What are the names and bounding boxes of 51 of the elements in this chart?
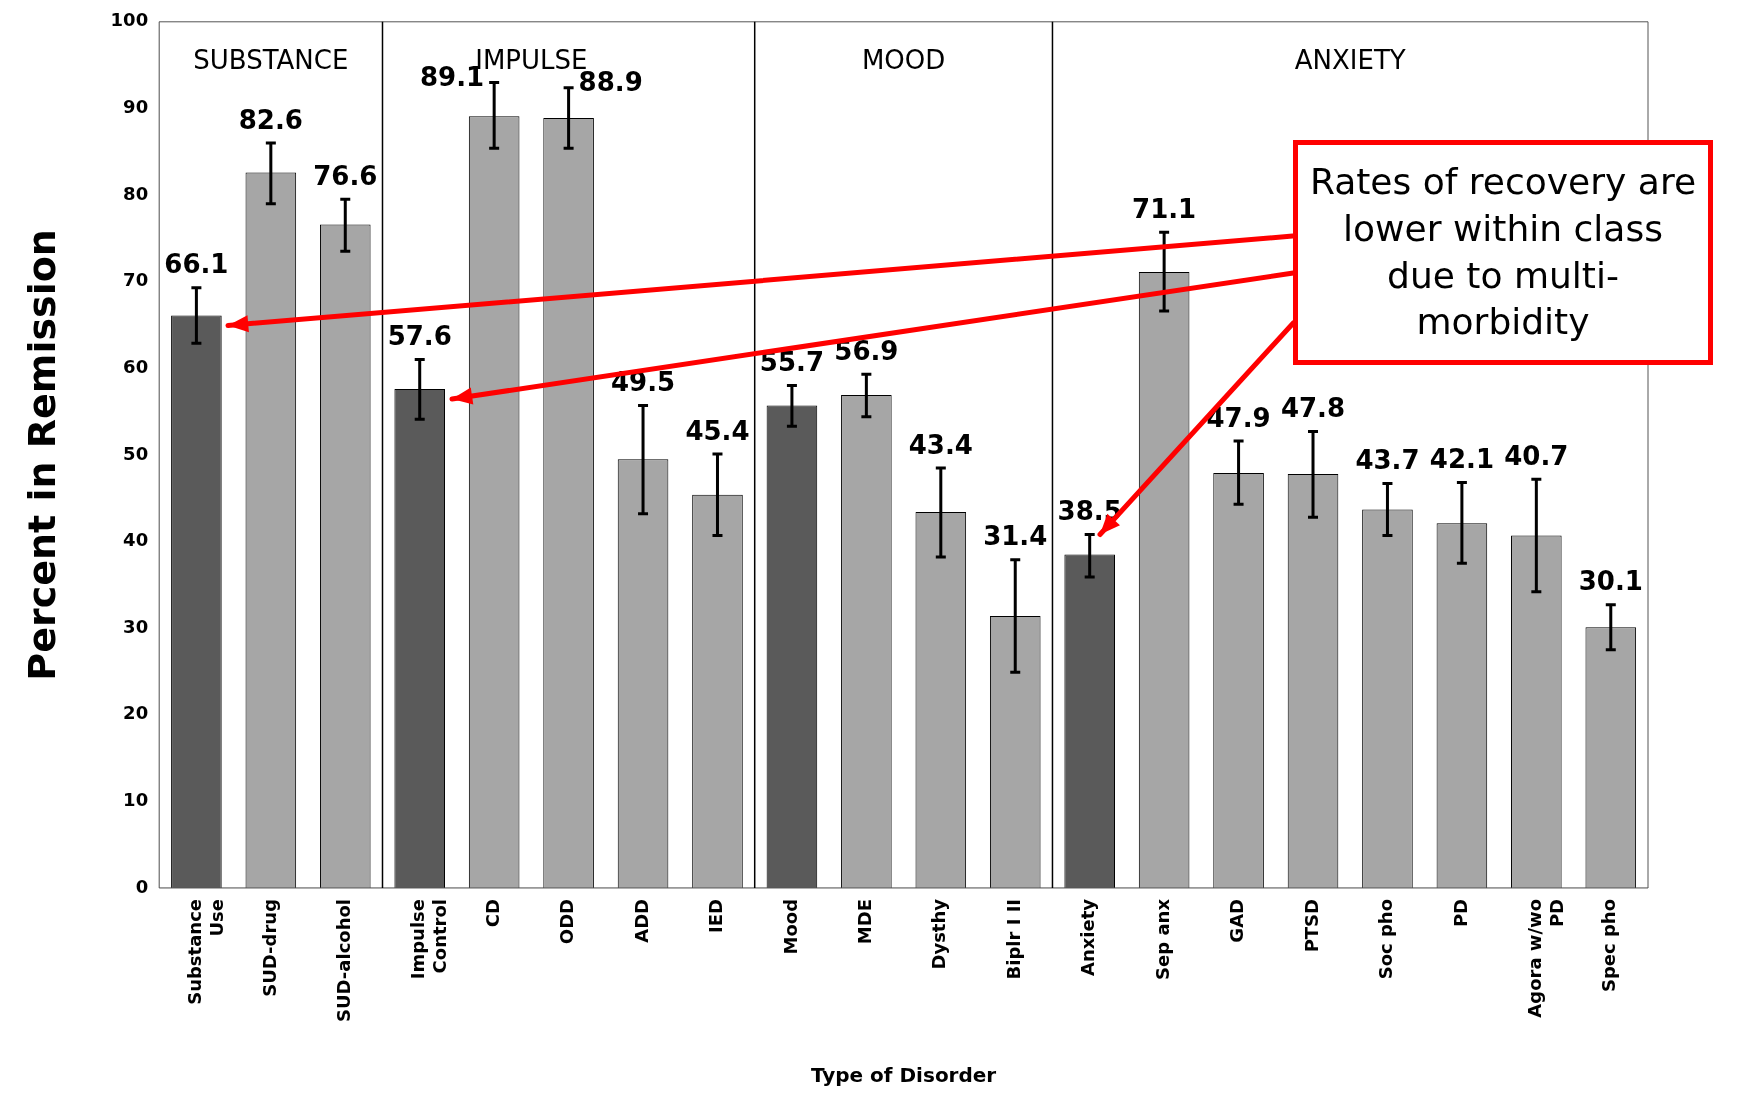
x-tick-label: Anxiety xyxy=(1077,898,1099,977)
x-tick-label: ADD xyxy=(630,898,652,943)
y-tick-label: 50 xyxy=(123,442,149,464)
x-tick-label: PD xyxy=(1449,898,1471,928)
data-label: 40.7 xyxy=(1504,440,1569,471)
annotation: SUBSTANCE xyxy=(193,44,349,75)
data-label: 43.7 xyxy=(1355,445,1420,476)
x-tick-label: Biplr I II xyxy=(1002,898,1024,980)
data-label: 71.1 xyxy=(1132,194,1197,225)
x-tick-label: Agora w/wo PD xyxy=(1524,898,1567,1018)
data-label: 45.4 xyxy=(685,415,750,446)
annotation: ANXIETY xyxy=(1294,44,1406,75)
annotation: Rates of recovery are lower within class due to multi-morbidity xyxy=(1293,140,1713,366)
data-label: 57.6 xyxy=(387,321,452,352)
x-tick-label: CD xyxy=(481,898,503,928)
x-axis-title: Type of Disorder xyxy=(810,1063,997,1088)
y-tick-label: 60 xyxy=(123,355,149,377)
x-tick-label: Soc pho xyxy=(1375,898,1397,980)
data-label: 47.8 xyxy=(1280,393,1346,424)
x-tick-label: ODD xyxy=(556,898,578,945)
data-label: 66.1 xyxy=(164,249,229,280)
data-label: 43.4 xyxy=(908,429,973,460)
x-tick-label: Impulse Control xyxy=(407,898,450,980)
data-label: 47.9 xyxy=(1206,402,1271,433)
x-tick-label: IED xyxy=(705,898,727,933)
data-label: 82.6 xyxy=(238,104,303,135)
y-axis-title: Percent in Remission xyxy=(19,229,64,681)
x-tick-label: Substance Use xyxy=(184,898,227,1005)
x-tick-label: SUD-alcohol xyxy=(332,898,354,1022)
data-label: 76.6 xyxy=(313,161,378,192)
annotation: MOOD xyxy=(861,44,946,75)
y-tick-label: 20 xyxy=(123,702,149,724)
y-tick-label: 80 xyxy=(123,182,149,204)
data-label: 42.1 xyxy=(1429,444,1494,475)
x-tick-label: Dysthy xyxy=(928,898,950,970)
y-tick-label: 40 xyxy=(123,529,149,551)
x-tick-label: MDE xyxy=(854,898,876,945)
data-label: 31.4 xyxy=(983,521,1048,552)
x-tick-label: PTSD xyxy=(1300,898,1322,953)
y-tick-label: 100 xyxy=(110,9,149,31)
y-tick-label: 0 xyxy=(135,875,149,897)
x-tick-label: Sep anx xyxy=(1151,898,1173,980)
x-tick-label: GAD xyxy=(1226,898,1248,943)
y-tick-label: 30 xyxy=(123,615,149,637)
y-tick-label: 70 xyxy=(123,269,149,291)
data-label: 30.1 xyxy=(1578,566,1643,597)
x-tick-label: SUD-drug xyxy=(258,898,280,997)
x-tick-label: Spec pho xyxy=(1598,898,1620,993)
x-tick-label: Mood xyxy=(779,898,801,955)
y-tick-label: 10 xyxy=(123,789,149,811)
y-tick-label: 90 xyxy=(123,96,149,118)
